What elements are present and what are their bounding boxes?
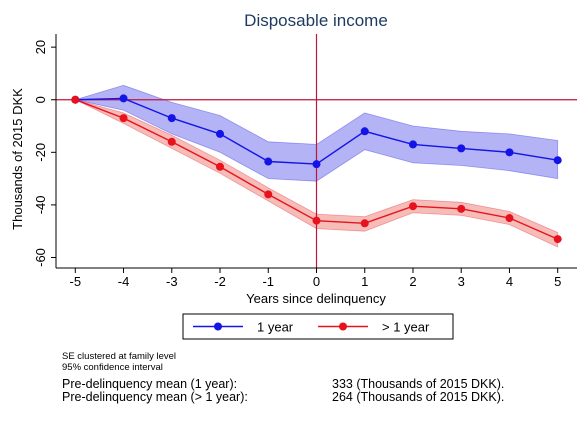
- y-tick-label: -20: [33, 143, 48, 162]
- data-point: [505, 214, 514, 223]
- data-point: [457, 144, 466, 153]
- data-point: [119, 114, 128, 123]
- x-tick-label: 1: [361, 274, 368, 289]
- y-axis-label: Thousands of 2015 DKK: [10, 88, 25, 230]
- data-point: [216, 129, 225, 138]
- x-tick-label: -5: [70, 274, 82, 289]
- y-tick-label: -40: [33, 196, 48, 215]
- x-tick-label: 5: [554, 274, 561, 289]
- y-tick-label: 0: [33, 96, 48, 103]
- legend: 1 year > 1 year: [182, 313, 454, 340]
- x-tick-label: 3: [458, 274, 465, 289]
- x-tick-label: 4: [506, 274, 513, 289]
- chart: Disposable income -5 -4 -3 -2 -1 0 1 2 3 4 5 -60 -40…: [10, 11, 577, 340]
- data-point: [360, 219, 369, 228]
- y-tick-label: 20: [33, 40, 48, 54]
- x-tick-label: -2: [214, 274, 226, 289]
- stat-value: 333 (Thousands of 2015 DKK).: [332, 377, 505, 391]
- y-tick-label: -60: [33, 248, 48, 267]
- x-tick-label: -4: [118, 274, 130, 289]
- legend-marker: [214, 322, 222, 331]
- data-point: [119, 94, 128, 103]
- legend-marker: [339, 322, 347, 331]
- data-point: [505, 148, 514, 157]
- x-tick-label: 0: [313, 274, 320, 289]
- note-confidence-interval: 95% confidence interval: [62, 362, 163, 373]
- data-point: [312, 160, 321, 169]
- legend-label: 1 year: [257, 320, 294, 335]
- stat-label: Pre-delinquency mean (> 1 year):: [62, 390, 248, 404]
- x-tick-label: -1: [262, 274, 274, 289]
- data-point: [457, 204, 466, 213]
- data-point: [408, 140, 417, 149]
- data-point: [264, 190, 273, 199]
- stat-row-more-than-1-year: Pre-delinquency mean (> 1 year): 264 (Th…: [62, 391, 504, 443]
- x-axis-label: Years since delinquency: [246, 291, 386, 306]
- data-point: [167, 114, 176, 123]
- stat-row-1-year: Pre-delinquency mean (1 year): 333 (Thou…: [62, 378, 504, 430]
- data-point: [264, 157, 273, 166]
- x-tick-label: 2: [409, 274, 416, 289]
- data-point: [216, 162, 225, 171]
- data-point: [408, 202, 417, 211]
- figure: Disposable income -5 -4 -3 -2 -1 0 1 2 3 4 5 -60 -40…: [10, 11, 577, 404]
- legend-label: > 1 year: [382, 320, 430, 335]
- data-point: [167, 137, 176, 146]
- data-point: [553, 156, 562, 165]
- data-point: [360, 127, 369, 136]
- chart-title: Disposable income: [244, 11, 388, 30]
- note-se-clustering: SE clustered at family level: [62, 351, 177, 362]
- stat-label: Pre-delinquency mean (1 year):: [62, 377, 238, 391]
- plot-area: -5 -4 -3 -2 -1 0 1 2 3 4 5 -60 -40 -20 0 20: [33, 34, 577, 289]
- data-point: [312, 216, 321, 225]
- data-point: [553, 235, 562, 244]
- x-tick-label: -3: [166, 274, 178, 289]
- stat-value: 264 (Thousands of 2015 DKK).: [332, 390, 505, 404]
- data-point: [71, 95, 80, 104]
